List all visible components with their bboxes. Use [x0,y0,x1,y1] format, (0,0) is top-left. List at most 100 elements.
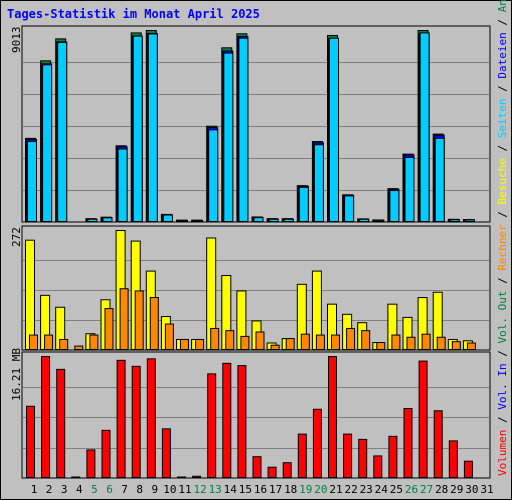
bar-rechner [104,308,114,350]
bar-volumen [418,360,428,479]
bar-seiten [268,218,279,222]
bar-seiten [389,190,400,223]
bar-seiten [464,219,475,223]
bar-volumen [237,365,247,478]
day-label: 29 [450,483,463,496]
bar-seiten [208,129,219,222]
bar-rechner [331,334,340,351]
bar-volumen [192,475,202,478]
bar-seiten [449,219,460,223]
bar-seiten [374,219,385,223]
day-label: 14 [224,483,238,496]
day-label: 8 [136,483,143,496]
bar-seiten [298,186,309,222]
legend-sep1: / [496,410,509,430]
legend-seiten: Seiten [496,98,509,138]
bar-rechner [391,334,401,351]
bar-volumen [267,466,277,478]
bar-volumen [328,356,337,478]
legend-anfragen: Anfragen [496,0,509,12]
bar-seiten [238,37,249,222]
panel-requests-max-label: 9013 [10,27,23,54]
legend-rechner: Rechner [496,224,509,271]
bar-volumen [358,438,368,479]
bar-volumen [312,408,322,478]
bar-rechner [59,338,69,350]
bar-rechner [421,333,431,351]
bar-rechner [361,330,371,351]
legend-vol_out: Vol. Out [496,291,509,344]
chart-title: Tages-Statistik im Monat April 2025 [7,7,260,21]
bar-rechner [346,327,356,350]
panel-visits-max-label: 272 [10,227,23,247]
bar-seiten [87,218,98,222]
bar-rechner [466,342,476,350]
bar-volumen [252,456,262,479]
bar-volumen [161,428,171,479]
day-label: 26 [405,483,418,496]
bar-seiten [223,52,234,222]
day-label: 6 [106,483,113,496]
day-label: 7 [121,483,128,496]
day-label: 23 [360,483,373,496]
legend-sep4: / [496,204,509,224]
day-label: 24 [375,483,389,496]
day-label: 9 [151,483,158,496]
bar-seiten [283,218,294,222]
bar-rechner [89,334,99,351]
day-label: 11 [178,483,191,496]
bar-rechner [134,290,144,350]
day-label: 27 [420,483,433,496]
bar-rechner [180,338,189,350]
bar-rechner [376,342,386,351]
day-label: 13 [209,483,222,496]
bar-seiten [132,35,143,223]
bar-rechner [44,334,54,351]
bar-volumen [448,440,458,478]
day-label: 2 [46,483,53,496]
bar-volumen [207,373,217,478]
legend-besuche: Besuche [496,158,509,204]
bar-rechner [300,333,310,351]
bar-rechner [195,338,205,350]
day-label: 12 [193,483,206,496]
day-label: 1 [31,483,38,496]
day-label: 22 [344,483,357,496]
bar-volumen [86,449,96,478]
bar-rechner [451,341,461,351]
day-label: 18 [284,483,297,496]
bar-rechner [119,288,129,350]
bar-seiten [434,137,445,222]
bar-volumen [343,433,353,478]
bar-volumen [433,410,443,478]
bar-rechner [149,297,159,351]
bar-seiten [313,144,324,223]
bar-volumen [116,359,126,479]
day-label: 20 [314,483,327,496]
bar-rechner [225,330,235,351]
bar-volumen [177,476,186,479]
day-label: 31 [480,483,493,496]
day-label: 3 [61,483,68,496]
panel-volume: 16.21 MB [10,348,491,479]
bar-volumen [403,408,413,478]
bar-seiten [147,33,158,222]
bar-seiten [57,41,68,222]
bar-volumen [282,462,292,479]
legend-sep6: / [496,79,509,99]
bar-volumen [297,433,307,478]
bar-rechner [74,345,84,350]
legend-sep5: / [496,138,509,158]
legend-sep2: / [496,344,509,364]
day-labels: 1 2 3 4 5 6 7 8 9 10 11 12 13 14 15 16 17 18 19 20 21 22 23 24 2… [31,483,494,496]
bar-rechner [164,323,174,351]
day-label: 21 [329,483,342,496]
bar-seiten [419,32,430,222]
bar-rechner [29,334,38,351]
day-label: 25 [390,483,403,496]
bar-volumen [26,405,35,478]
bar-seiten [117,148,128,223]
bar-besuche [25,239,35,351]
day-label: 16 [254,483,267,496]
